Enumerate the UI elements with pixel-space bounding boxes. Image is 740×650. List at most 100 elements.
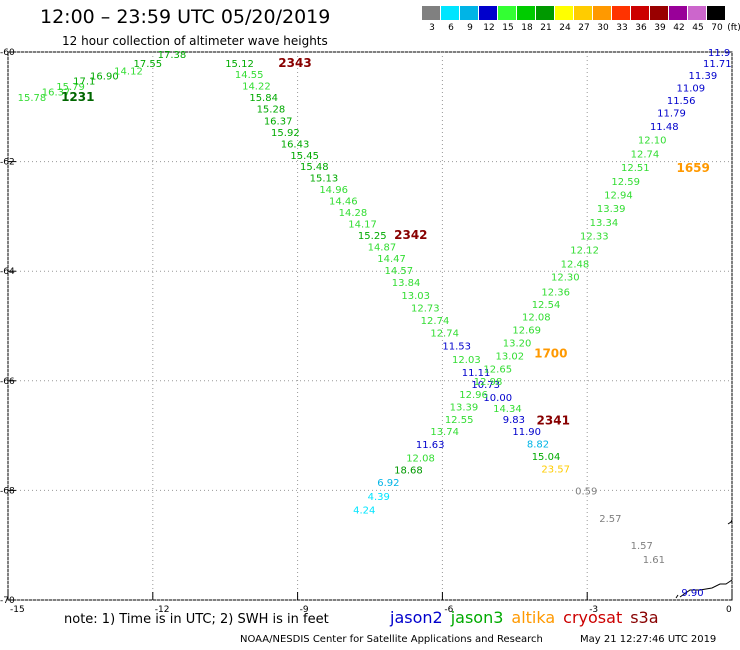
wave-height-value: 14.12 bbox=[114, 67, 143, 78]
legend-swatch bbox=[707, 6, 726, 20]
wave-height-value: 12.96 bbox=[459, 390, 488, 401]
wave-height-value: 12.74 bbox=[421, 316, 450, 327]
wave-height-value: 12.30 bbox=[551, 273, 580, 284]
wave-height-value: 11.9 bbox=[708, 48, 730, 59]
legend-bin-label: 12 bbox=[483, 23, 495, 33]
wave-height-value: 14.87 bbox=[368, 243, 397, 254]
wave-height-value: 10.73 bbox=[471, 380, 500, 391]
wave-height-value: 14.34 bbox=[493, 404, 522, 415]
map-axes: -15 -12 -9 -6 -3 0 -60 -62 -64 -66 -68 -70 bbox=[0, 48, 733, 615]
legend-swatch bbox=[479, 6, 498, 20]
wave-height-value: 15.13 bbox=[310, 173, 339, 184]
y-tick-label: -62 bbox=[0, 158, 15, 168]
wave-height-value: 14.46 bbox=[329, 197, 358, 208]
map-title: 12:00 – 23:59 UTC 05/20/2019 bbox=[40, 6, 331, 28]
wave-height-value: 11.11 bbox=[462, 368, 491, 379]
wave-height-value: 12.74 bbox=[631, 149, 660, 160]
wave-height-value: 11.79 bbox=[657, 108, 686, 119]
pass-time-label: 2342 bbox=[394, 228, 427, 242]
wave-height-value: 11.63 bbox=[416, 440, 445, 451]
satellite-name: altika bbox=[511, 608, 556, 627]
wave-height-value: 12.33 bbox=[580, 232, 609, 243]
wave-height-value: 1.57 bbox=[631, 541, 653, 552]
wave-height-value: 12.08 bbox=[406, 454, 435, 465]
wave-height-value: 12.36 bbox=[541, 287, 570, 298]
wave-height-value: 13.84 bbox=[392, 278, 421, 289]
wave-height-value: 11.48 bbox=[650, 122, 679, 133]
legend-bin-label: 33 bbox=[616, 23, 628, 33]
wave-height-value: 15.12 bbox=[225, 59, 254, 70]
legend-bin-label: 9 bbox=[467, 23, 473, 33]
legend-swatch bbox=[593, 6, 612, 20]
wave-height-value: 17.38 bbox=[158, 50, 187, 61]
legend-bin-label: 70 bbox=[711, 23, 723, 33]
pass-time-label: 2343 bbox=[278, 56, 311, 70]
pass-time-label: 2341 bbox=[537, 413, 570, 427]
wave-height-value: 10.00 bbox=[483, 393, 512, 404]
wave-height-value: 12.94 bbox=[604, 190, 633, 201]
credit-text: NOAA/NESDIS Center for Satellite Applica… bbox=[240, 634, 543, 645]
wave-height-value: 15.04 bbox=[532, 452, 561, 463]
wave-height-observations: 15.7816.3715.7917.116.9014.1217.5517.381… bbox=[18, 48, 732, 599]
satellite-name: s3a bbox=[630, 608, 659, 627]
wave-height-value: 14.57 bbox=[384, 266, 413, 277]
wave-height-value: 17.1 bbox=[73, 76, 95, 87]
wave-height-value: 11.71 bbox=[703, 59, 732, 70]
wave-height-value: 0.59 bbox=[575, 486, 597, 497]
y-tick-label: -70 bbox=[0, 596, 15, 606]
wave-height-value: 14.55 bbox=[235, 70, 264, 81]
pass-time-label: 1231 bbox=[61, 90, 94, 104]
satellite-name: jason3 bbox=[450, 608, 504, 627]
wave-height-value: 14.96 bbox=[319, 185, 348, 196]
pass-time-label: 1700 bbox=[534, 346, 567, 360]
wave-height-value: 12.74 bbox=[430, 329, 459, 340]
wave-height-value: 16.43 bbox=[281, 140, 310, 151]
wave-height-value: 14.22 bbox=[242, 81, 271, 92]
legend-swatch bbox=[555, 6, 574, 20]
wave-height-value: 11.39 bbox=[689, 71, 718, 82]
legend-swatch bbox=[650, 6, 669, 20]
y-tick-label: -68 bbox=[0, 486, 15, 496]
legend-swatch bbox=[441, 6, 460, 20]
wave-height-value: 16.37 bbox=[42, 87, 71, 98]
legend-bin-label: 21 bbox=[540, 23, 552, 33]
legend-swatch bbox=[631, 6, 650, 20]
units-note: note: 1) Time is in UTC; 2) SWH is in fe… bbox=[64, 612, 329, 627]
legend-swatch bbox=[517, 6, 536, 20]
wave-height-value: 13.39 bbox=[450, 403, 479, 414]
wave-height-value: 15.48 bbox=[300, 162, 329, 173]
satellite-legend: jason2 jason3 altika cryosat s3a bbox=[390, 608, 667, 627]
pass-time-label: 1659 bbox=[676, 161, 709, 175]
wave-height-value: 15.28 bbox=[257, 104, 286, 115]
wave-height-value: 12.55 bbox=[445, 415, 474, 426]
pass-time-labels: 1231 2343 2342 1700 2341 1659 bbox=[61, 56, 710, 427]
map-frame bbox=[7, 51, 733, 601]
legend-swatch bbox=[460, 6, 479, 20]
y-tick-label: -60 bbox=[0, 48, 15, 58]
y-tick-label: -66 bbox=[0, 377, 15, 387]
legend-bin-label: 30 bbox=[597, 23, 609, 33]
wave-height-value: 9.83 bbox=[503, 415, 525, 426]
legend-bin-label: 42 bbox=[673, 23, 685, 33]
wave-height-value: 12.54 bbox=[532, 300, 561, 311]
legend-bin-label: 36 bbox=[635, 23, 647, 33]
wave-height-value: 13.20 bbox=[503, 338, 532, 349]
wave-height-value: 14.28 bbox=[339, 208, 368, 219]
generated-timestamp: May 21 12:27:46 UTC 2019 bbox=[580, 634, 717, 645]
legend-bin-label: 27 bbox=[578, 23, 590, 33]
legend-swatch bbox=[669, 6, 688, 20]
legend-swatch bbox=[688, 6, 707, 20]
legend-swatch bbox=[536, 6, 555, 20]
x-tick-label: 0 bbox=[726, 605, 732, 615]
wave-height-value: 12.48 bbox=[561, 260, 590, 271]
wave-height-value: 12.08 bbox=[522, 313, 551, 324]
legend-bin-label: 15 bbox=[502, 23, 514, 33]
wave-height-value: 2.57 bbox=[599, 514, 621, 525]
wave-height-value: 8.82 bbox=[527, 439, 549, 450]
wave-height-value: 15.84 bbox=[249, 93, 278, 104]
wave-height-value: 13.39 bbox=[597, 204, 626, 215]
coastline bbox=[675, 519, 733, 599]
wave-height-value: 15.92 bbox=[271, 128, 300, 139]
wave-height-value: 1.61 bbox=[643, 555, 665, 566]
